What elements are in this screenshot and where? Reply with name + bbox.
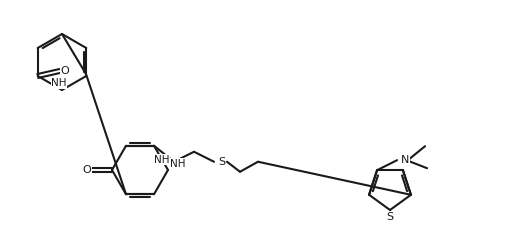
Text: O: O (83, 165, 91, 175)
Text: S: S (386, 212, 394, 222)
Text: N: N (401, 155, 409, 165)
Text: NH: NH (51, 78, 67, 88)
Text: NH: NH (154, 155, 170, 165)
Text: O: O (61, 66, 69, 76)
Text: S: S (219, 157, 225, 167)
Text: NH: NH (170, 159, 186, 169)
